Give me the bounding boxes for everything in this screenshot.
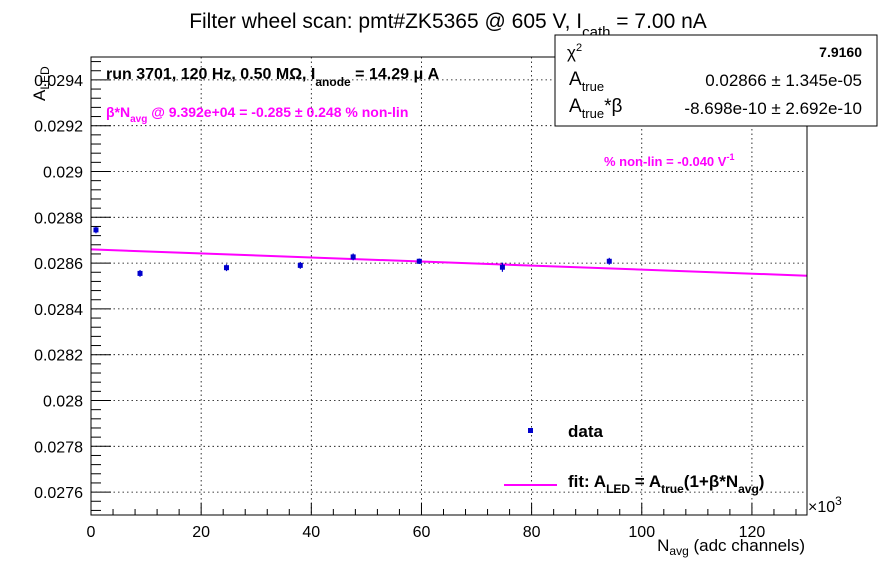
- data-point: [137, 270, 143, 276]
- legend-fit-label: fit: ALED = Atrue(1+β*Navg): [568, 472, 764, 496]
- legend-data-label: data: [568, 422, 604, 441]
- x-tick-label: 120: [739, 524, 766, 541]
- y-tick-label: 0.0278: [34, 439, 83, 456]
- x-tick-label: 100: [628, 524, 655, 541]
- atrue-value: 0.02866 ± 1.345e-05: [705, 71, 862, 90]
- y-tick-label: 0.0282: [34, 348, 83, 365]
- x-multiplier: ×103: [808, 494, 842, 516]
- y-tick-label: 0.0276: [34, 485, 83, 502]
- x-axis: 0 20 40 60 80 100 120: [87, 503, 797, 541]
- y-tick-label: 0.0292: [34, 119, 83, 136]
- data-point: [297, 262, 303, 268]
- y-axis-label: ALED: [30, 66, 52, 101]
- chart-title: Filter wheel scan: pmt#ZK5365 @ 605 V, I…: [189, 10, 707, 41]
- x-tick-label: 40: [302, 524, 320, 541]
- fit-layer: [90, 248, 808, 277]
- data-point: [223, 265, 229, 271]
- y-tick-label: 0.0288: [34, 210, 83, 227]
- y-tick-label: 0.0294: [34, 73, 83, 90]
- y-axis: 0.0276 0.0278 0.028 0.0282 0.0284 0.0286 0.028…: [34, 61, 111, 511]
- run-annotation: run 3701, 120 Hz, 0.50 MΩ, Ianode = 14.2…: [106, 66, 440, 89]
- plot-frame: [90, 56, 808, 516]
- x-tick-label: 0: [87, 524, 96, 541]
- x-tick-label: 60: [413, 524, 431, 541]
- chi2-value: 7.9160: [819, 44, 862, 60]
- data-point: [350, 254, 356, 260]
- y-tick-label: 0.0284: [34, 302, 83, 319]
- nonlin-beta-annotation: β*Navg @ 9.392e+04 = -0.285 ± 0.248 % no…: [106, 104, 408, 125]
- legend-data-marker: [528, 428, 533, 433]
- x-axis-label: Navg (adc channels): [657, 536, 805, 558]
- y-tick-label: 0.028: [43, 394, 83, 411]
- fit-line: [90, 248, 808, 277]
- legend: data fit: ALED = Atrue(1+β*Navg): [504, 422, 764, 496]
- y-tick-label: 0.029: [43, 165, 83, 182]
- data-point: [416, 258, 422, 264]
- atrue-label: Atrue: [569, 69, 604, 94]
- atrue-beta-value: -8.698e-10 ± 2.692e-10: [684, 99, 862, 118]
- stats-box-frame: [554, 34, 878, 127]
- y-tick-label: 0.0286: [34, 256, 83, 273]
- nonlin-v-annotation: % non-lin = -0.040 V-1: [604, 152, 734, 169]
- stats-box: χ2 7.9160 Atrue 0.02866 ± 1.345e-05 Atru…: [554, 34, 878, 127]
- x-tick-label: 20: [192, 524, 210, 541]
- data-point: [499, 264, 505, 270]
- x-tick-label: 80: [523, 524, 541, 541]
- data-point: [93, 227, 99, 233]
- atrue-beta-label: Atrue*β: [569, 96, 622, 121]
- points-layer: [93, 226, 612, 277]
- chi2-label: χ2: [567, 42, 582, 62]
- data-point: [606, 258, 612, 264]
